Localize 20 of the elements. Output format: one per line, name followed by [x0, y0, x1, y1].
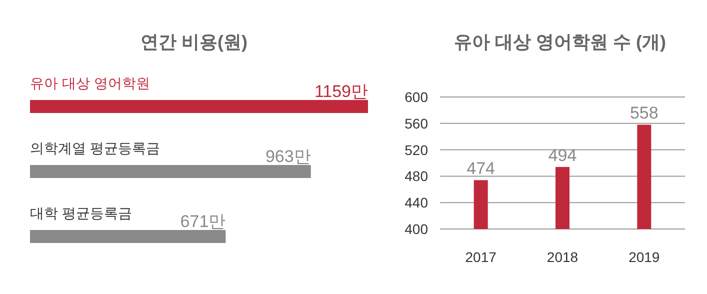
y-tick-label: 600: [404, 89, 428, 105]
data-label: 558: [630, 104, 658, 123]
y-tick-label: 560: [404, 115, 428, 132]
chart-title: 연간 비용(원): [140, 32, 248, 52]
y-tick-label: 480: [404, 168, 428, 184]
data-label: 494: [548, 146, 577, 165]
y-tick-label: 의학계열 평균등록금: [30, 140, 160, 156]
data-label: 671만: [180, 212, 226, 231]
data-label: 963만: [265, 147, 311, 166]
data-label: 1159만: [314, 82, 368, 101]
y-tick-label: 440: [404, 194, 428, 211]
x-tick-label: 2017: [465, 249, 497, 265]
x-tick-label: 2018: [546, 249, 578, 265]
chart-title: 유아 대상 영어학원 수 (개): [454, 32, 666, 52]
y-tick-label: 520: [404, 142, 428, 158]
data-label: 474: [466, 159, 496, 178]
y-tick-label: 400: [404, 221, 428, 237]
y-tick-label: 유아 대상 영어학원: [30, 75, 150, 91]
x-tick-label: 2019: [628, 249, 660, 265]
y-tick-label: 대학 평균등록금: [30, 205, 132, 221]
